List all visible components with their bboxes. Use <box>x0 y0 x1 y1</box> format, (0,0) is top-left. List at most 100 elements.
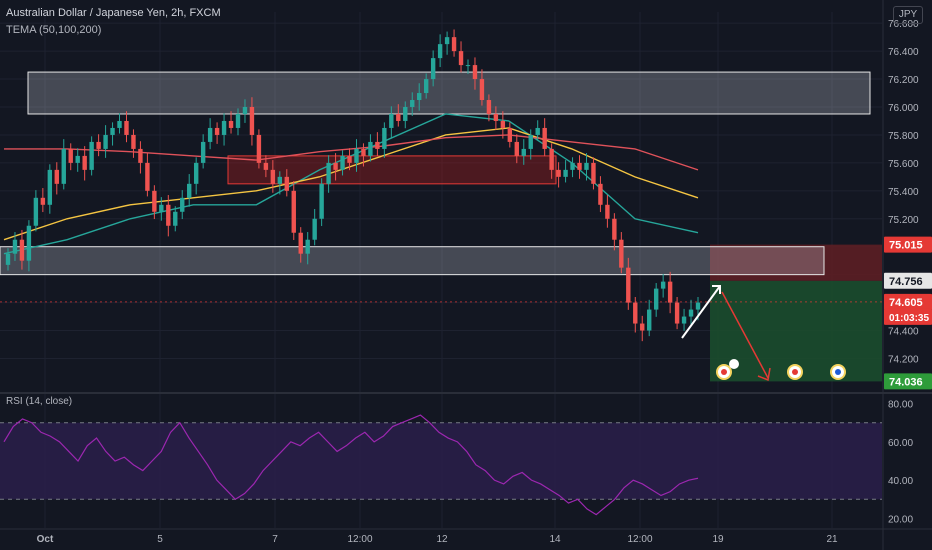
y-tick-label: 75.800 <box>888 131 919 142</box>
candle-body <box>396 113 401 121</box>
candle-body <box>577 162 582 170</box>
candle-body <box>647 309 652 331</box>
candle-body <box>382 127 387 149</box>
candle-body <box>417 93 422 101</box>
candle-body <box>96 141 101 149</box>
projection-arrow-up <box>681 285 721 339</box>
candle-body <box>653 288 659 310</box>
rsi-tick-label: 80.00 <box>888 400 913 411</box>
candle-body <box>570 162 575 170</box>
candle-body <box>187 183 192 198</box>
currency-button[interactable]: JPY <box>893 6 923 24</box>
candle-body <box>68 148 73 163</box>
y-tick-label: 76.400 <box>888 47 919 58</box>
candle-body <box>451 37 457 52</box>
candle-body <box>249 107 255 135</box>
candle-body <box>375 141 380 149</box>
candle-body <box>110 127 115 135</box>
candle-body <box>256 134 262 163</box>
rsi-label[interactable]: RSI (14, close) <box>6 396 73 407</box>
candle-body <box>166 204 171 226</box>
candle-body <box>340 155 345 170</box>
candle-body <box>598 183 603 205</box>
candle-body <box>514 141 519 156</box>
candle-body <box>5 253 11 265</box>
candle-body <box>152 190 157 212</box>
candle-body <box>403 107 408 121</box>
candle-body <box>221 120 227 135</box>
x-tick-label: 12:00 <box>627 534 652 545</box>
price-label-box <box>884 293 932 310</box>
candle-body <box>26 225 32 261</box>
candle-body <box>667 281 673 303</box>
candle-body <box>270 169 276 184</box>
candle-body <box>54 169 59 184</box>
candle-body <box>214 127 220 135</box>
indicator-label[interactable]: TEMA (50,100,200) <box>6 24 102 36</box>
y-tick-label: 75.400 <box>888 187 919 198</box>
candle-body <box>312 218 317 240</box>
candle-body <box>521 148 526 156</box>
candle-body <box>361 148 366 156</box>
candle-body <box>33 197 39 226</box>
price-label: 01:03:35 <box>889 313 929 324</box>
x-tick-label: 19 <box>712 534 724 545</box>
rsi-tick-label: 60.00 <box>888 438 913 449</box>
candle-body <box>159 204 164 212</box>
candle-body <box>507 127 513 142</box>
candle-body <box>173 211 178 226</box>
support-zone[interactable] <box>0 246 825 276</box>
candle-body <box>368 141 373 156</box>
projection-arrow-down <box>721 291 769 379</box>
candle-body <box>612 218 617 240</box>
candle-body <box>681 316 687 324</box>
candle-body <box>145 162 150 191</box>
x-tick-label: 7 <box>272 534 278 545</box>
candle-body <box>131 134 136 149</box>
candle-body <box>103 134 108 149</box>
candle-body <box>535 127 540 135</box>
price-label: 74.036 <box>889 376 923 388</box>
event-icon-flag <box>792 369 798 375</box>
candle-body <box>326 162 331 184</box>
candle-body <box>695 302 701 310</box>
candle-body <box>124 120 129 135</box>
rsi-line <box>3 414 699 516</box>
candle-body <box>117 120 122 128</box>
candle-body <box>493 113 499 121</box>
candle-body <box>500 120 506 128</box>
x-tick-label: 12 <box>436 534 448 545</box>
candle-body <box>619 239 624 268</box>
tema-line-2 <box>3 127 699 241</box>
candle-body <box>200 141 206 163</box>
event-count-badge <box>729 359 739 369</box>
candle-body <box>556 169 561 177</box>
candle-body <box>242 107 248 114</box>
x-tick-label: 5 <box>157 534 163 545</box>
arrow-head <box>712 285 721 294</box>
chart-title: Australian Dollar / Japanese Yen, 2h, FX… <box>6 7 221 19</box>
candle-body <box>193 162 199 184</box>
candle-body <box>605 204 610 219</box>
candle-body <box>12 239 18 254</box>
x-tick-label: 21 <box>826 534 838 545</box>
candle-body <box>333 162 338 170</box>
candle-body <box>528 134 533 149</box>
candle-body <box>465 65 471 67</box>
candle-body <box>633 302 638 324</box>
y-tick-label: 74.400 <box>888 327 919 338</box>
demand-zone[interactable] <box>227 155 557 185</box>
candle-body <box>89 141 94 170</box>
resistance-zone-upper[interactable] <box>27 71 871 115</box>
price-label-box <box>884 236 932 253</box>
y-tick-label: 75.200 <box>888 215 919 226</box>
event-icon-flag <box>835 369 841 375</box>
rsi-tick-label: 40.00 <box>888 476 913 487</box>
y-tick-label: 75.600 <box>888 159 919 170</box>
candle-body <box>263 162 269 170</box>
candle-body <box>305 239 310 254</box>
candle-body <box>277 176 283 184</box>
candle-body <box>486 100 492 114</box>
candle-body <box>660 281 666 289</box>
candle-body <box>61 148 66 184</box>
